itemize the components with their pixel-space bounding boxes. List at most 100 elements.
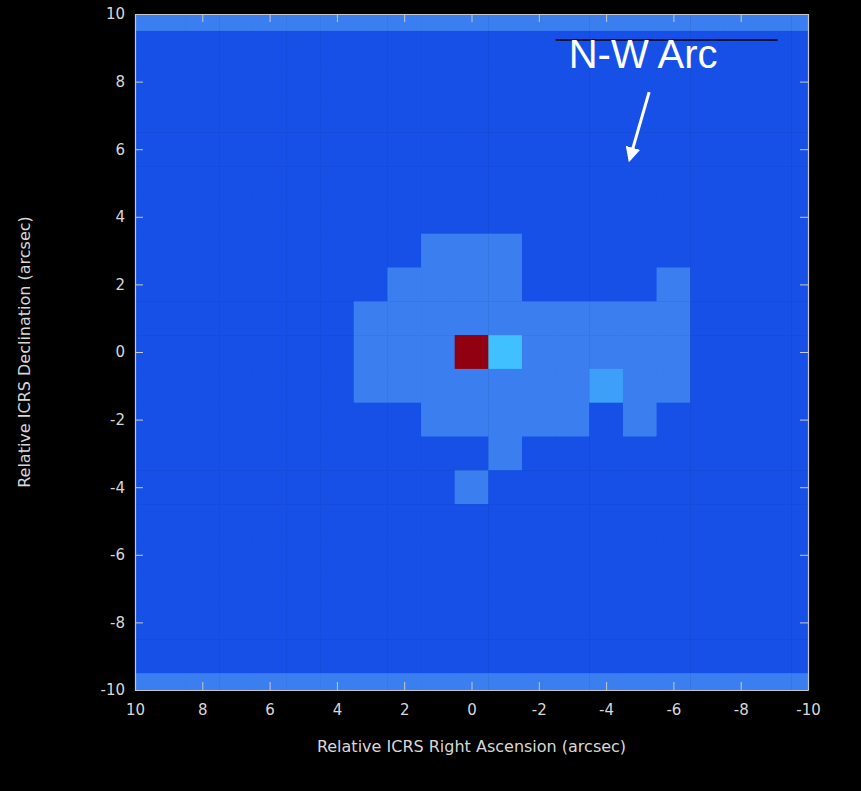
cell (387, 166, 421, 200)
cell (488, 470, 522, 504)
tick-mark (135, 149, 143, 150)
cell (152, 132, 186, 166)
cell (724, 335, 758, 369)
tick-mark (135, 217, 143, 218)
cell (589, 639, 623, 673)
cell (219, 65, 253, 99)
cell (623, 369, 657, 403)
cell (488, 673, 522, 690)
tick: 6 (115, 141, 143, 159)
cell (657, 639, 691, 673)
tick-label: 0 (467, 701, 477, 719)
tick (800, 149, 808, 150)
cell (320, 268, 354, 302)
cell (791, 437, 808, 471)
cell (455, 31, 489, 65)
cell (219, 504, 253, 538)
cell (657, 132, 691, 166)
cell (758, 268, 792, 302)
cell (185, 99, 219, 133)
cell (657, 335, 691, 369)
cell (135, 572, 152, 606)
tick: -6 (110, 546, 143, 564)
y-axis-right (800, 15, 809, 691)
cell (488, 234, 522, 268)
cell (758, 470, 792, 504)
cell (791, 639, 808, 673)
cell (488, 538, 522, 572)
cell (690, 335, 724, 369)
cell (488, 301, 522, 335)
cell (657, 166, 691, 200)
cell (791, 132, 808, 166)
cell (488, 437, 522, 471)
cell (556, 335, 590, 369)
cell (690, 470, 724, 504)
cell (354, 403, 388, 437)
cell (455, 268, 489, 302)
cell (522, 673, 556, 690)
cell (286, 572, 320, 606)
cell (724, 673, 758, 690)
cell (185, 504, 219, 538)
cell (556, 268, 590, 302)
tick-label: 10 (126, 701, 145, 719)
cell (455, 369, 489, 403)
cell (152, 99, 186, 133)
cell (320, 639, 354, 673)
cell (152, 639, 186, 673)
cell (791, 673, 808, 690)
cell (690, 301, 724, 335)
cell (623, 606, 657, 640)
cell (219, 234, 253, 268)
cell (219, 369, 253, 403)
cell (421, 572, 455, 606)
cell (758, 403, 792, 437)
cell (556, 234, 590, 268)
cell (219, 403, 253, 437)
cell (152, 200, 186, 234)
cell (152, 437, 186, 471)
tick (800, 690, 808, 691)
cell (135, 65, 152, 99)
cell (286, 335, 320, 369)
cell (556, 437, 590, 471)
tick-mark (800, 217, 808, 218)
tick (800, 555, 808, 556)
tick-label: 6 (115, 141, 125, 159)
cell (320, 335, 354, 369)
cell (522, 437, 556, 471)
cell (623, 504, 657, 538)
cell (185, 639, 219, 673)
cell (758, 572, 792, 606)
cell (387, 437, 421, 471)
x-axis-top (136, 14, 809, 22)
cell (253, 470, 287, 504)
cell (522, 65, 556, 99)
cell (556, 99, 590, 133)
cell (522, 200, 556, 234)
cell (387, 99, 421, 133)
cell (690, 504, 724, 538)
cell (253, 437, 287, 471)
cell (455, 639, 489, 673)
cell (135, 268, 152, 302)
cell (556, 470, 590, 504)
tick-mark (135, 487, 143, 488)
cell (791, 65, 808, 99)
tick-label: -4 (110, 479, 125, 497)
cell (657, 369, 691, 403)
cell (421, 200, 455, 234)
cell (421, 504, 455, 538)
cell (152, 301, 186, 335)
cell (556, 301, 590, 335)
cell (791, 538, 808, 572)
cell (219, 31, 253, 65)
cell (387, 132, 421, 166)
tick-mark (800, 82, 808, 83)
cell (286, 99, 320, 133)
cell (522, 132, 556, 166)
cell (286, 606, 320, 640)
cell (488, 14, 522, 31)
tick (741, 14, 742, 22)
